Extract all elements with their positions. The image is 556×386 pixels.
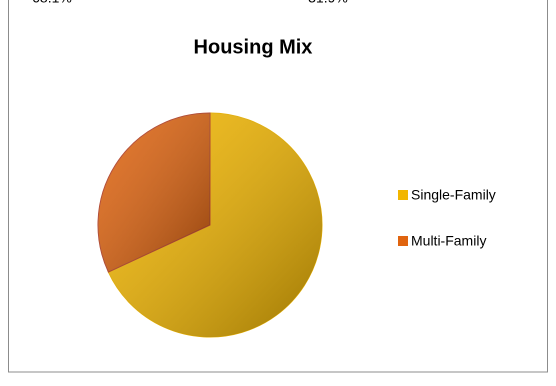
slice-shade bbox=[98, 113, 210, 273]
data-label: 68.1% bbox=[32, 0, 72, 6]
slice-shade bbox=[108, 113, 323, 338]
legend-swatch bbox=[398, 190, 408, 200]
data-label: 31.9% bbox=[308, 0, 348, 6]
legend-swatch bbox=[398, 236, 408, 246]
chart-title: Housing Mix bbox=[194, 36, 313, 58]
legend-label: Single-Family bbox=[411, 187, 496, 203]
legend-label: Multi-Family bbox=[411, 233, 486, 249]
